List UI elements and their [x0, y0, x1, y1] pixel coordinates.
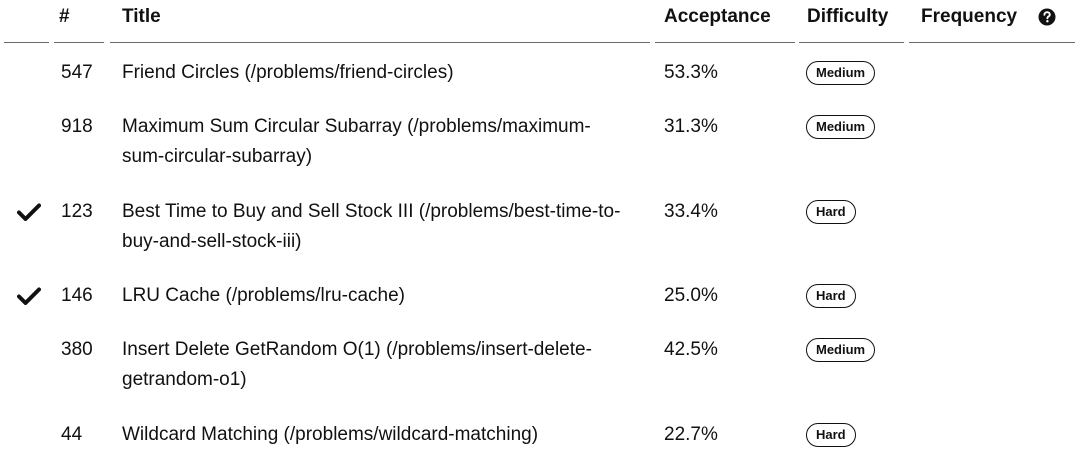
problem-title-link[interactable]: Wildcard Matching (/problems/wildcard-ma…: [122, 424, 539, 445]
difficulty-badge: Hard: [806, 200, 856, 224]
difficulty-badge: Hard: [806, 284, 856, 308]
header-divider: [54, 42, 104, 43]
table-header: # Title Acceptance Difficulty Frequency: [0, 0, 1080, 42]
problem-title-link[interactable]: Insert Delete GetRandom O(1) (/problems/…: [122, 339, 592, 390]
header-divider: [909, 42, 1075, 43]
acceptance-rate: 25.0%: [664, 285, 718, 306]
difficulty-badge: Hard: [806, 423, 856, 447]
problem-title-link[interactable]: LRU Cache (/problems/lru-cache): [122, 285, 405, 306]
problem-number: 123: [61, 201, 93, 222]
header-divider: [110, 42, 650, 43]
difficulty-badge: Medium: [806, 338, 876, 362]
difficulty-badge: Medium: [806, 61, 876, 85]
header-divider: [4, 42, 49, 43]
acceptance-rate: 33.4%: [664, 201, 718, 222]
acceptance-rate: 22.7%: [664, 424, 718, 445]
acceptance-rate: 53.3%: [664, 62, 718, 83]
problem-number: 547: [61, 62, 93, 83]
column-header-number[interactable]: #: [59, 6, 70, 27]
column-header-title[interactable]: Title: [122, 6, 161, 27]
problem-title-link[interactable]: Friend Circles (/problems/friend-circles…: [122, 62, 454, 83]
checkmark-icon: [17, 287, 41, 305]
acceptance-rate: 42.5%: [664, 339, 718, 360]
column-header-frequency[interactable]: Frequency: [921, 6, 1018, 27]
problem-number: 380: [61, 339, 93, 360]
checkmark-icon: [17, 203, 41, 221]
problem-number: 44: [61, 424, 83, 445]
header-divider: [655, 42, 795, 43]
problem-number: 146: [61, 285, 93, 306]
acceptance-rate: 31.3%: [664, 116, 718, 137]
problem-title-link[interactable]: Maximum Sum Circular Subarray (/problems…: [122, 116, 591, 167]
difficulty-badge: Medium: [806, 115, 876, 139]
header-divider: [799, 42, 904, 43]
column-header-difficulty[interactable]: Difficulty: [807, 6, 889, 27]
problem-number: 918: [61, 116, 93, 137]
question-circle-icon[interactable]: [1038, 8, 1056, 26]
column-header-acceptance[interactable]: Acceptance: [664, 6, 771, 27]
problem-title-link[interactable]: Best Time to Buy and Sell Stock III (/pr…: [122, 201, 621, 252]
